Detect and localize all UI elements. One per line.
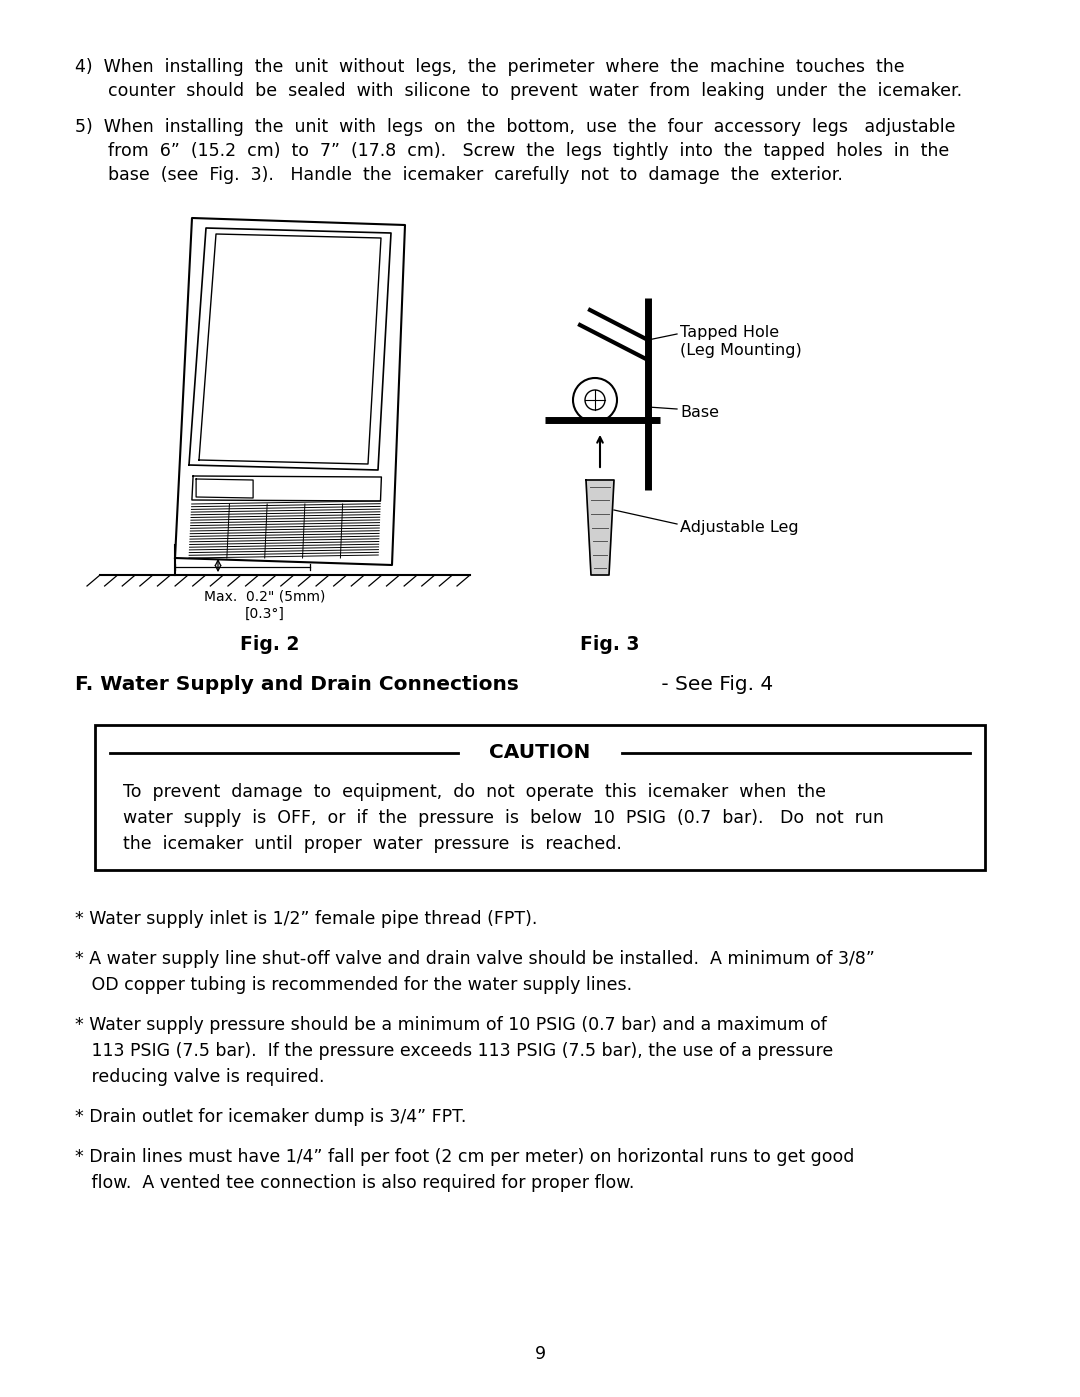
Text: the  icemaker  until  proper  water  pressure  is  reached.: the icemaker until proper water pressure… xyxy=(123,835,622,854)
Text: reducing valve is required.: reducing valve is required. xyxy=(75,1067,324,1085)
Text: Base: Base xyxy=(680,405,719,420)
Text: - See Fig. 4: - See Fig. 4 xyxy=(654,675,773,694)
Text: Adjustable Leg: Adjustable Leg xyxy=(680,520,798,535)
Text: base  (see  Fig.  3).   Handle  the  icemaker  carefully  not  to  damage  the  : base (see Fig. 3). Handle the icemaker c… xyxy=(75,166,842,184)
Text: Tapped Hole: Tapped Hole xyxy=(680,326,779,339)
Text: * Drain lines must have 1/4” fall per foot (2 cm per meter) on horizontal runs t: * Drain lines must have 1/4” fall per fo… xyxy=(75,1148,854,1166)
Text: OD copper tubing is recommended for the water supply lines.: OD copper tubing is recommended for the … xyxy=(75,977,632,995)
Text: 5)  When  installing  the  unit  with  legs  on  the  bottom,  use  the  four  a: 5) When installing the unit with legs on… xyxy=(75,117,956,136)
Text: Fig. 3: Fig. 3 xyxy=(580,636,639,654)
Text: CAUTION: CAUTION xyxy=(489,743,591,763)
Text: * Water supply inlet is 1/2” female pipe thread (FPT).: * Water supply inlet is 1/2” female pipe… xyxy=(75,909,538,928)
Text: Max.  0.2" (5mm): Max. 0.2" (5mm) xyxy=(204,590,326,604)
Text: 4)  When  installing  the  unit  without  legs,  the  perimeter  where  the  mac: 4) When installing the unit without legs… xyxy=(75,59,905,75)
Polygon shape xyxy=(586,481,615,576)
Text: (Leg Mounting): (Leg Mounting) xyxy=(680,344,801,358)
Text: F. Water Supply and Drain Connections: F. Water Supply and Drain Connections xyxy=(75,675,518,694)
Text: To  prevent  damage  to  equipment,  do  not  operate  this  icemaker  when  the: To prevent damage to equipment, do not o… xyxy=(123,782,826,800)
Text: Fig. 2: Fig. 2 xyxy=(241,636,299,654)
Text: 9: 9 xyxy=(535,1345,545,1363)
Text: [0.3°]: [0.3°] xyxy=(245,608,285,622)
Text: from  6”  (15.2  cm)  to  7”  (17.8  cm).   Screw  the  legs  tightly  into  the: from 6” (15.2 cm) to 7” (17.8 cm). Screw… xyxy=(75,142,949,161)
Text: * A water supply line shut-off valve and drain valve should be installed.  A min: * A water supply line shut-off valve and… xyxy=(75,950,875,968)
Text: water  supply  is  OFF,  or  if  the  pressure  is  below  10  PSIG  (0.7  bar).: water supply is OFF, or if the pressure … xyxy=(123,809,883,827)
Text: * Water supply pressure should be a minimum of 10 PSIG (0.7 bar) and a maximum o: * Water supply pressure should be a mini… xyxy=(75,1016,827,1034)
Text: flow.  A vented tee connection is also required for proper flow.: flow. A vented tee connection is also re… xyxy=(75,1173,634,1192)
Text: counter  should  be  sealed  with  silicone  to  prevent  water  from  leaking  : counter should be sealed with silicone t… xyxy=(75,82,962,101)
Text: 113 PSIG (7.5 bar).  If the pressure exceeds 113 PSIG (7.5 bar), the use of a pr: 113 PSIG (7.5 bar). If the pressure exce… xyxy=(75,1042,834,1060)
Text: * Drain outlet for icemaker dump is 3/4” FPT.: * Drain outlet for icemaker dump is 3/4”… xyxy=(75,1108,467,1126)
